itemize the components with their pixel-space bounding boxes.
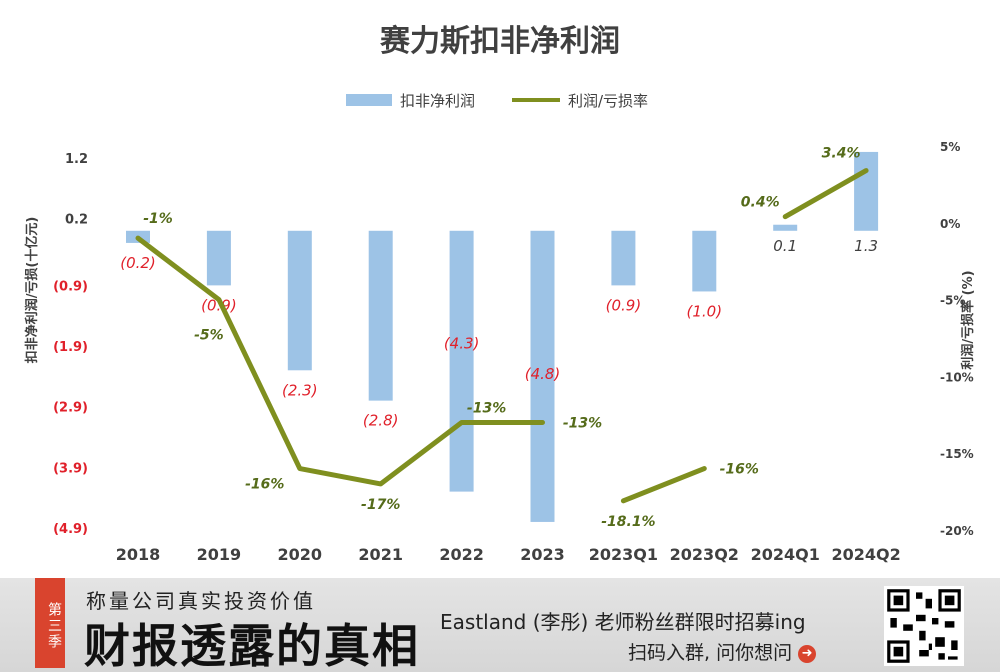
line-data-label: -5% (194, 328, 224, 344)
bar (692, 230, 717, 292)
category-label: 2019 (197, 545, 242, 564)
bar-data-label: (0.9) (606, 296, 642, 314)
season-badge: 第三季 (35, 578, 65, 668)
category-axis-labels: 2018 2019 2020 2021 2022 2023 2023Q1 2023Q2 2024… (116, 545, 901, 564)
right-axis-ticks: 5% 0% -5% -10% -15% -20% (940, 140, 974, 538)
footer-brand: 财报透露的真相 (84, 619, 420, 672)
category-label: 2024Q2 (831, 545, 900, 564)
bar-data-label: (0.2) (120, 254, 156, 272)
line-data-label: -18.1% (601, 514, 655, 530)
bar (449, 230, 474, 492)
category-label: 2024Q1 (751, 545, 820, 564)
line-data-label: -16% (245, 477, 284, 493)
right-tick-label: -20% (940, 524, 974, 538)
right-tick-label: -15% (940, 447, 974, 461)
bar (611, 230, 636, 286)
line-data-label: -17% (361, 497, 400, 513)
right-tick-label: -10% (940, 370, 974, 384)
left-tick-label: 1.2 (65, 152, 88, 167)
right-tick-label: 5% (940, 140, 960, 154)
category-label: 2023Q2 (670, 545, 739, 564)
line-data-label: -13% (563, 415, 602, 431)
line-data-label: -1% (143, 211, 173, 227)
line-data-labels: -1% -5% -16% -17% -13% -13% -18.1% -16% 0.4% 3.4% (143, 146, 860, 530)
promo-subtitle-row[interactable]: 扫码入群, 问你想问 ➜ (628, 638, 817, 665)
left-axis-label: 扣非净利润/亏损(十亿元) (24, 217, 40, 364)
chart: 赛力斯扣非净利润 扣非净利润 利润/亏损率 扣非净利润/亏损(十亿元) 利润/亏… (24, 24, 976, 564)
category-label: 2022 (439, 545, 484, 564)
line-segment (782, 168, 869, 220)
category-label: 2023Q1 (589, 545, 658, 564)
promo-title: Eastland (李彤) 老师粉丝群限时招募ing (440, 610, 806, 634)
arrow-right-icon[interactable]: ➜ (798, 644, 817, 663)
bar (287, 230, 312, 371)
bar-data-label: (2.8) (363, 412, 399, 430)
right-tick-label: -5% (940, 294, 965, 308)
qr-code-icon[interactable] (884, 586, 964, 666)
promo-subtitle: 扫码入群, 问你想问 (628, 642, 793, 664)
bar-data-label: 0.1 (773, 237, 797, 255)
category-label: 2020 (278, 545, 323, 564)
left-axis-ticks: 1.2 0.2 (0.9) (1.9) (2.9) (3.9) (4.9) (53, 152, 88, 537)
right-tick-label: 0% (940, 217, 960, 231)
line-data-label: 3.4% (822, 146, 861, 162)
category-label: 2021 (358, 545, 403, 564)
legend-bar-swatch (346, 94, 392, 106)
footer-banner: 第三季 称量公司真实投资价值 财报透露的真相 Eastland (李彤) 老师粉… (0, 578, 1000, 672)
bar-data-label: 1.3 (854, 237, 878, 255)
line-segment (135, 235, 545, 487)
chart-title: 赛力斯扣非净利润 (380, 24, 620, 59)
bar-data-label: (1.0) (687, 302, 723, 320)
bar-data-label: (2.3) (282, 381, 318, 399)
bar (530, 230, 555, 522)
bar (854, 151, 879, 231)
line-segment (620, 466, 707, 504)
bar-data-label: (4.8) (525, 365, 561, 383)
legend-bar-label: 扣非净利润 (400, 92, 475, 110)
bar-data-label: (4.3) (444, 335, 480, 353)
left-tick-label: (3.9) (53, 461, 88, 476)
right-axis-label: 利润/亏损率 (%) (960, 270, 976, 369)
left-tick-label: (0.9) (53, 279, 88, 294)
left-tick-label: (2.9) (53, 401, 88, 416)
legend-line-label: 利润/亏损率 (568, 92, 648, 110)
legend: 扣非净利润 利润/亏损率 (346, 92, 648, 110)
bar (206, 230, 231, 286)
line-series (135, 168, 869, 504)
line-data-label: -13% (467, 400, 506, 416)
left-tick-label: (4.9) (53, 522, 88, 537)
left-tick-label: (1.9) (53, 340, 88, 355)
line-data-label: -16% (720, 462, 759, 478)
left-tick-label: 0.2 (65, 213, 88, 228)
bar (368, 230, 393, 401)
category-label: 2018 (116, 545, 161, 564)
category-label: 2023 (520, 545, 565, 564)
line-data-label: 0.4% (741, 195, 780, 211)
footer-tagline: 称量公司真实投资价值 (86, 589, 316, 613)
bar (773, 224, 798, 231)
